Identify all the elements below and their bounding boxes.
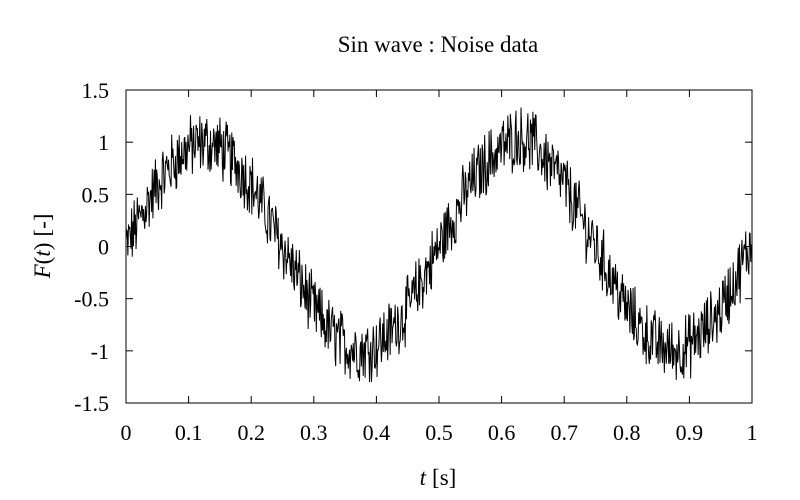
x-tick-label: 0.7 [550,420,578,445]
y-axis-label: F(t) [-] [30,214,55,280]
y-tick-labels: 1.5 1 0.5 0 -0.5 -1 -1.5 [74,78,109,416]
y-tick-label: -1 [91,339,109,364]
y-axis-func: F [30,263,55,279]
x-tick-label: 0.1 [175,420,203,445]
y-axis-unit: [-] [30,214,55,237]
y-axis-paren-open: ( [30,257,55,265]
series-line [125,107,753,383]
x-tick-label: 0.4 [363,420,391,445]
y-axis-paren-close: ) [30,243,55,251]
x-axis-label: t [s] [420,465,457,490]
x-axis-var: t [420,465,427,490]
x-tick-label: 0.2 [237,420,265,445]
x-tick-label: 0.8 [613,420,641,445]
x-tick-labels: 0 0.1 0.2 0.3 0.4 0.5 0.6 0.7 0.8 0.9 1 [121,420,758,445]
axis-ticks [125,89,753,404]
y-tick-label: 0 [98,235,109,260]
y-axis-var: t [30,250,55,257]
x-tick-label: 0.5 [425,420,453,445]
x-tick-label: 0.6 [488,420,516,445]
x-tick-label: 1 [747,420,758,445]
x-axis-unit: [s] [432,465,456,490]
chart-title: Sin wave : Noise data [338,32,539,57]
y-tick-label: 1 [98,130,109,155]
y-tick-label: -0.5 [74,287,109,312]
x-tick-label: 0.3 [300,420,328,445]
x-tick-label: 0.9 [676,420,704,445]
y-tick-label: -1.5 [74,391,109,416]
x-tick-label: 0 [121,420,132,445]
y-tick-label: 1.5 [82,78,110,103]
y-tick-label: 0.5 [82,182,110,207]
